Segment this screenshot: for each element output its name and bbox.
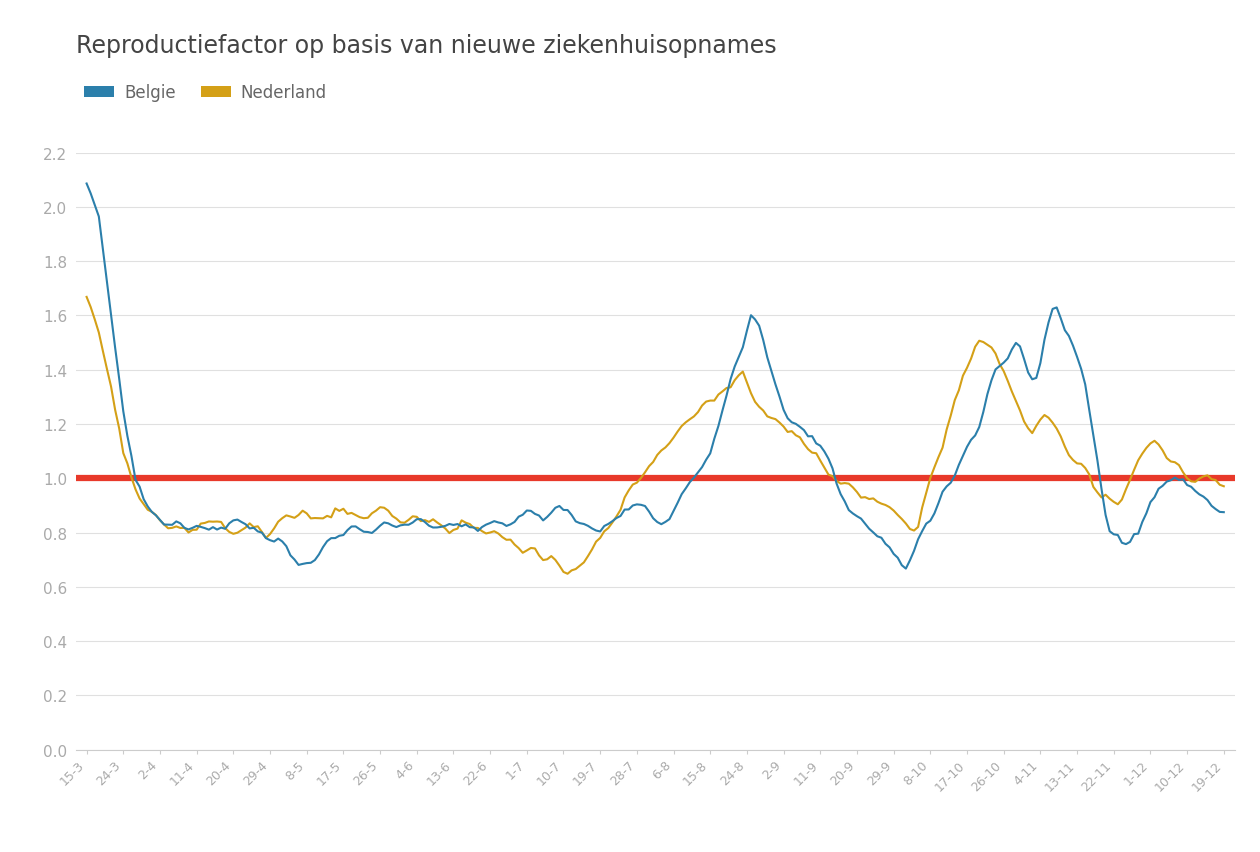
Legend: Belgie, Nederland: Belgie, Nederland — [84, 84, 326, 102]
Text: Reproductiefactor op basis van nieuwe ziekenhuisopnames: Reproductiefactor op basis van nieuwe zi… — [76, 34, 776, 58]
